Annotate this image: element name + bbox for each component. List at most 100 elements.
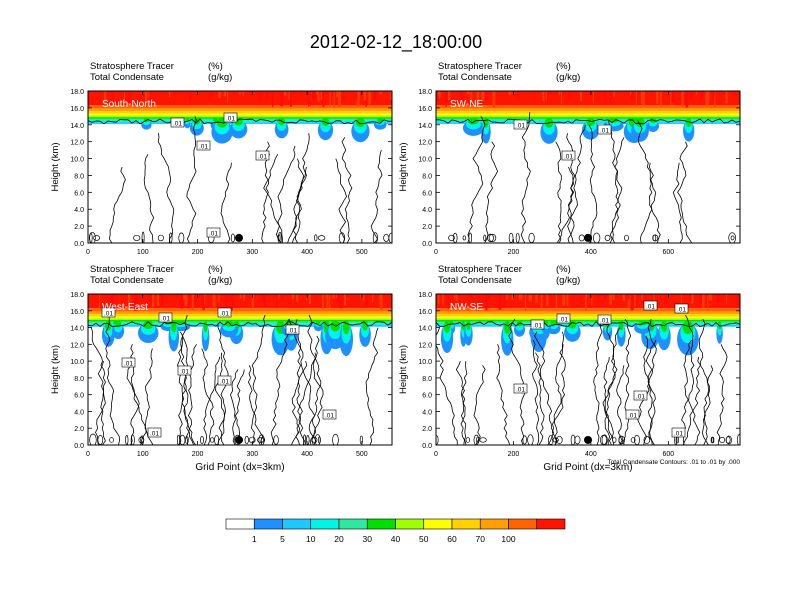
y-tick-label: 16.0 [418, 309, 432, 316]
tracer-streak [223, 91, 227, 97]
tracer-streak [659, 91, 662, 106]
y-tick-label: 8.0 [74, 376, 84, 383]
condensate-contour [234, 369, 245, 445]
tracer-streak [458, 294, 460, 299]
condensate-contour [608, 120, 623, 243]
x-tick-label: 0 [86, 249, 90, 256]
tracer-streak [373, 91, 377, 100]
tracer-streak [685, 91, 689, 108]
condensate-contour [647, 339, 657, 445]
tracer-streak [156, 294, 160, 306]
tracer-streak [460, 91, 464, 102]
y-tick-label: 4.0 [74, 409, 84, 416]
tracer-streak [701, 91, 704, 96]
contour-label-box [625, 409, 640, 420]
header-tracer-name: Stratosphere Tracer [438, 264, 522, 275]
condensate-contour [95, 360, 106, 445]
tracer-band [436, 320, 740, 322]
tracer-streak [442, 294, 444, 306]
surface-contour [109, 437, 114, 443]
tracer-streak [368, 91, 371, 104]
tracer-streak [226, 91, 229, 103]
condensate-contour [553, 331, 565, 445]
tracer-streak [549, 91, 551, 95]
tracer-streak [239, 91, 241, 95]
tracer-intrusion [362, 320, 368, 331]
colorbar-swatch [366, 518, 396, 530]
tracer-streak [204, 294, 206, 305]
tracer-streak [266, 91, 269, 99]
tracer-streak [688, 294, 692, 302]
contour-label-box [223, 112, 238, 123]
condensate-contour [130, 365, 147, 445]
tracer-streak [362, 294, 365, 302]
tracer-streak [187, 294, 190, 309]
surface-contour [462, 235, 466, 241]
tracer-streak [592, 91, 595, 103]
tracer-streak [470, 91, 473, 102]
header-tracer-unit: (%) [208, 264, 223, 275]
condensate-contour [143, 154, 155, 243]
surface-contour [244, 435, 249, 445]
condensate-contour [623, 318, 632, 445]
surface-contour [476, 436, 480, 444]
condensate-contour [292, 158, 304, 243]
surface-contour [89, 433, 97, 445]
tracer-streak [261, 294, 264, 299]
tracer-streak [681, 294, 683, 306]
tracer-streak [363, 91, 367, 101]
tracer-streak [546, 294, 549, 307]
panel-south-north: .01 .01 .01 .01 .01 South-North 0.0 2.0 4.0 6.0 8.… [50, 89, 393, 256]
condensate-contour [250, 314, 266, 445]
tracer-streak [445, 91, 448, 103]
tracer-band [88, 323, 392, 326]
tracer-streak [112, 91, 114, 96]
tracer-streak [284, 91, 287, 96]
tracer-streak [357, 91, 360, 102]
tracer-intrusion [466, 320, 471, 331]
contour-label: .01 [533, 323, 542, 330]
y-tick-label: 12.0 [70, 140, 84, 147]
y-tick-label: 18.0 [418, 89, 432, 96]
tracer-streak [579, 91, 582, 102]
tracer-streak [736, 294, 739, 307]
tracer-streak [622, 294, 626, 302]
tracer-streak [149, 91, 151, 104]
x-tick-label: 300 [246, 249, 258, 256]
x-tick-label: 0 [434, 451, 438, 458]
location-marker [584, 435, 592, 444]
tracer-band [436, 325, 740, 327]
surface-contour [388, 232, 392, 243]
surface-contour [452, 232, 458, 243]
surface-contour [612, 436, 617, 443]
tracer-intrusion [143, 320, 154, 330]
condensate-contour [215, 352, 225, 445]
location-marker [235, 233, 243, 242]
surface-contour [273, 435, 279, 445]
y-tick-label: 18.0 [418, 292, 432, 299]
tracer-streak [335, 294, 337, 298]
tracer-streak [542, 91, 545, 102]
y-tick-label: 14.0 [418, 123, 432, 130]
y-tick-label: 10.0 [70, 359, 84, 366]
contour-note: Total Condensate Contours: .01 to .01 by… [607, 459, 740, 466]
condensate-contour [157, 133, 175, 243]
header-condensate-name: Total Condensate [438, 72, 512, 83]
condensate-contour [275, 145, 296, 243]
condensate-contour [698, 319, 711, 445]
x-tick-label: 300 [246, 451, 258, 458]
colorbar-swatch [338, 518, 368, 530]
tracer-streak [365, 294, 369, 306]
tracer-streak [337, 294, 340, 303]
surface-contour [178, 232, 185, 243]
condensate-contour [261, 154, 279, 243]
surface-contour [719, 436, 726, 444]
contour-label-box [561, 150, 576, 161]
condensate-contour [609, 137, 625, 243]
condensate-contour [176, 331, 184, 445]
condensate-contour [247, 365, 264, 445]
tracer-streak [308, 91, 310, 107]
tracer-streak [88, 91, 90, 107]
condensate-contour [603, 356, 613, 445]
